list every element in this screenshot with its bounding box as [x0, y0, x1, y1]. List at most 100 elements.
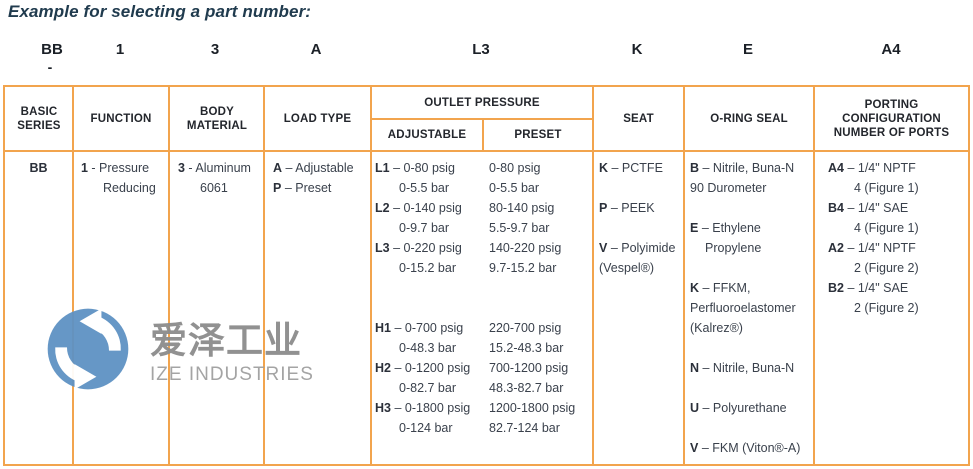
part-code-material: 3 [210, 41, 220, 58]
range-psig: 220-700 psig [489, 321, 562, 335]
function-code: 1 [81, 161, 88, 175]
porting-text: – 1/4" SAE [843, 281, 909, 295]
spacer [690, 258, 800, 278]
range-bar: 0-82.7 bar [399, 381, 456, 395]
spacer [489, 278, 575, 318]
oring-text-cont: Propylene [705, 241, 762, 255]
porting-text: – 1/4" SAE [843, 201, 909, 215]
part-number-table: BASIC SERIES FUNCTION BODY MATERIAL LOAD… [3, 85, 970, 466]
range-bar: 0-5.5 bar [489, 181, 540, 195]
cell-outlet-preset: 0-80 psig 0-5.5 bar 80-140 psig 5.5-9.7 … [489, 158, 575, 438]
range-bar: 5.5-9.7 bar [489, 221, 550, 235]
range-bar: 0-5.5 bar [399, 181, 450, 195]
cell-oring-seal: B – Nitrile, Buna-N 90 Durometer E – Eth… [690, 158, 800, 458]
range-psig: – 0-700 psig [390, 321, 464, 335]
gridline [592, 87, 594, 464]
material-code: 3 [178, 161, 185, 175]
part-code-separator: - [47, 59, 53, 75]
range-bar: 48.3-82.7 bar [489, 381, 564, 395]
gridline [370, 118, 594, 120]
oring-code: K [690, 281, 700, 295]
range-psig: 700-1200 psig [489, 361, 569, 375]
page-title: Example for selecting a part number: [8, 2, 312, 21]
oring-code: E [690, 221, 699, 235]
oring-text: – FKM (Viton®-A) [698, 441, 801, 455]
range-psig: – 0-220 psig [389, 241, 462, 255]
watermark-english: IZE INDUSTRIES [150, 364, 314, 385]
porting-text: – 1/4" NPTF [843, 161, 916, 175]
porting-text-cont: 2 (Figure 2) [854, 301, 919, 315]
part-code-seat: K [631, 41, 643, 58]
basic-series-value: BB [29, 161, 48, 175]
range-psig: 0-80 psig [489, 161, 541, 175]
header-adjustable: ADJUSTABLE [387, 129, 467, 141]
seat-text-cont: (Vespel®) [599, 261, 655, 275]
range-code: H2 [375, 361, 391, 375]
load-code: A [273, 161, 283, 175]
part-code-outlet: L3 [472, 41, 490, 58]
cell-porting: A4 – 1/4" NPTF 4 (Figure 1) B4 – 1/4" SA… [828, 158, 919, 318]
cell-basic-series: BB [5, 158, 72, 178]
range-code: H3 [375, 401, 391, 415]
spacer [599, 178, 675, 198]
range-psig: 1200-1800 psig [489, 401, 576, 415]
load-text: – Preset [281, 181, 332, 195]
range-bar: 82.7-124 bar [489, 421, 560, 435]
header-outlet-pressure: OUTLET PRESSURE [424, 96, 540, 109]
function-text: - Pressure [87, 161, 150, 175]
seat-code: V [599, 241, 608, 255]
oring-text-cont: 90 Durometer [690, 181, 767, 195]
seat-text: – Polyimide [607, 241, 676, 255]
range-psig: 140-220 psig [489, 241, 562, 255]
porting-code: B2 [828, 281, 844, 295]
oring-code: V [690, 441, 699, 455]
oring-text: – Ethylene [698, 221, 761, 235]
header-load-type: LOAD TYPE [283, 112, 352, 125]
part-code-load: A [310, 41, 322, 58]
watermark: 爱泽工业 IZE INDUSTRIES [46, 307, 314, 391]
range-psig: – 0-80 psig [389, 161, 455, 175]
header-basic-series: BASIC SERIES [17, 105, 61, 132]
range-code: H1 [375, 321, 391, 335]
cell-seat: K – PCTFE P – PEEK V – Polyimide (Vespel… [599, 158, 675, 278]
oring-text: – Polyurethane [699, 401, 787, 415]
range-psig: – 0-1200 psig [390, 361, 471, 375]
range-bar: 0-124 bar [399, 421, 453, 435]
header-function: FUNCTION [90, 112, 152, 125]
range-code: L3 [375, 241, 390, 255]
porting-code: B4 [828, 201, 844, 215]
seat-text: – PEEK [607, 201, 655, 215]
range-bar: 9.7-15.2 bar [489, 261, 557, 275]
part-code-porting: A4 [881, 41, 901, 58]
gridline [5, 150, 968, 152]
seat-code: P [599, 201, 608, 215]
spacer [690, 338, 800, 358]
function-text-cont: Reducing [103, 181, 156, 195]
range-bar: 0-48.3 bar [399, 341, 456, 355]
cell-load-type: A – Adjustable P – Preset [273, 158, 354, 198]
porting-code: A2 [828, 241, 844, 255]
porting-text-cont: 4 (Figure 1) [854, 221, 919, 235]
gridline [683, 87, 685, 464]
ize-logo-icon [47, 308, 129, 390]
seat-code: K [599, 161, 609, 175]
spacer [690, 378, 800, 398]
part-code-oring: E [742, 41, 754, 58]
cell-outlet-adjustable: L1 – 0-80 psig 0-5.5 bar L2 – 0-140 psig… [375, 158, 470, 438]
oring-text: – Nitrile, Buna-N [699, 361, 795, 375]
spacer [375, 278, 470, 318]
range-code: L1 [375, 161, 390, 175]
gridline [813, 87, 815, 464]
porting-text: – 1/4" NPTF [843, 241, 916, 255]
watermark-chinese: 爱泽工业 [150, 320, 302, 361]
oring-code: N [690, 361, 700, 375]
range-bar: 15.2-48.3 bar [489, 341, 564, 355]
porting-text-cont: 4 (Figure 1) [854, 181, 919, 195]
header-oring-seal: O-RING SEAL [710, 112, 788, 125]
range-bar: 0-9.7 bar [399, 221, 450, 235]
header-seat: SEAT [623, 112, 654, 125]
oring-text: – Nitrile, Buna-N [699, 161, 795, 175]
header-preset: PRESET [514, 129, 562, 141]
oring-text: – FFKM, [699, 281, 751, 295]
